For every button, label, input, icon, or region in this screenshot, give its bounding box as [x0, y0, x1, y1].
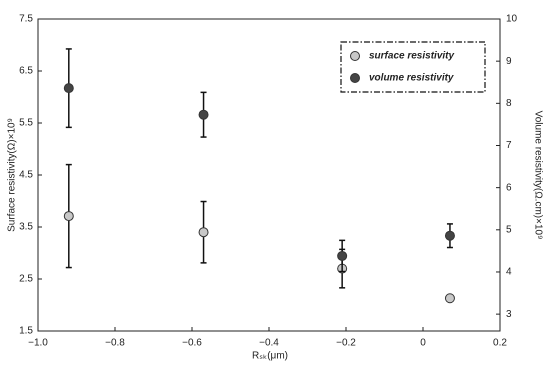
x-tick-label: −1.0: [28, 338, 48, 349]
legend-label: surface resistivity: [369, 51, 454, 62]
y-tick-label: 1.5: [19, 326, 33, 337]
x-tick-label: 0.2: [493, 338, 507, 349]
point: [63, 83, 74, 94]
y2-tick-label: 4: [506, 267, 512, 278]
x-tick-label: −0.2: [336, 338, 356, 349]
x-axis-label: Rₛₖ(μm): [252, 351, 288, 362]
y2-axis-label: Volume resistivity(Ω.cm)×10⁹: [532, 111, 543, 240]
legend-marker: [350, 51, 360, 61]
legend-box: [340, 41, 486, 93]
y-tick-label: 7.5: [19, 14, 33, 25]
point: [444, 230, 455, 241]
point: [444, 293, 455, 304]
y2-tick-label: 7: [506, 140, 512, 151]
legend-label: volume resistivity: [369, 73, 454, 84]
x-tick-label: −0.8: [105, 338, 125, 349]
y2-tick-label: 3: [506, 309, 512, 320]
y-tick-label: 3.5: [19, 222, 33, 233]
x-tick-label: 0: [420, 338, 426, 349]
y2-tick-label: 9: [506, 56, 512, 67]
y-axis-label: Surface resistivity(Ω)×10⁹: [7, 118, 18, 232]
y2-tick-label: 5: [506, 224, 512, 235]
y-tick-label: 4.5: [19, 170, 33, 181]
point: [198, 227, 209, 238]
point: [63, 211, 74, 222]
x-tick-label: −0.4: [259, 338, 279, 349]
point: [337, 250, 348, 261]
y-tick-label: 6.5: [19, 66, 33, 77]
y2-tick-label: 8: [506, 98, 512, 109]
y2-tick-label: 6: [506, 182, 512, 193]
legend-marker: [350, 73, 360, 83]
point: [198, 109, 209, 120]
y-tick-label: 2.5: [19, 274, 33, 285]
x-tick-label: −0.6: [182, 338, 202, 349]
y-tick-label: 5.5: [19, 118, 33, 129]
y2-tick-label: 10: [506, 14, 518, 25]
